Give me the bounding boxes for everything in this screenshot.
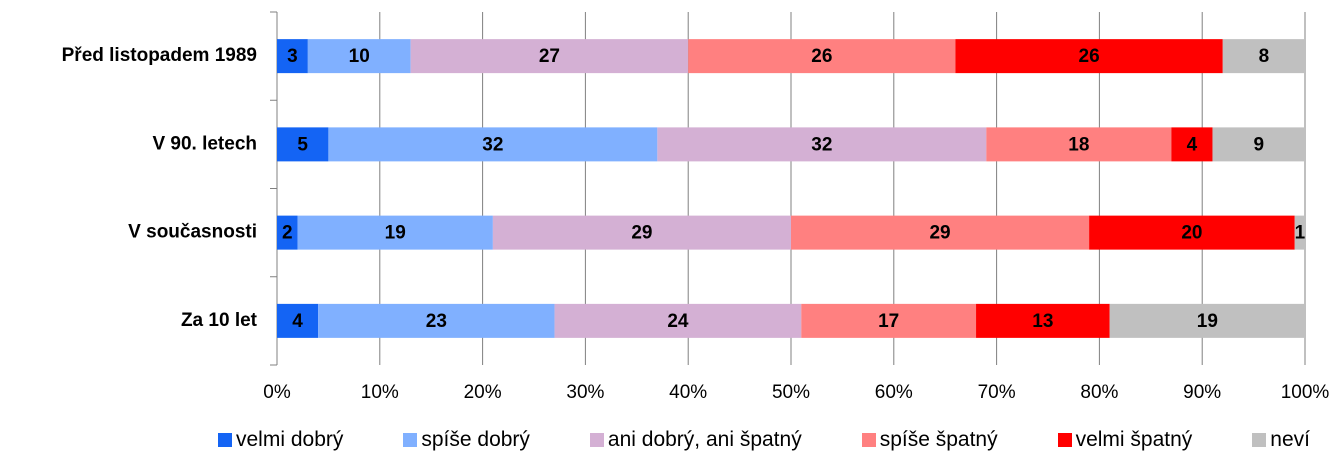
- y-tick-label: V současnosti: [128, 222, 257, 243]
- bar-segment: [986, 127, 1172, 162]
- x-tick-label: 60%: [875, 382, 913, 403]
- legend-label: ani dobrý, ani špatný: [607, 428, 802, 451]
- data-label: 4: [292, 311, 303, 332]
- legend: velmi dobrý spíše dobrý ani dobrý, ani špa…: [218, 428, 1310, 452]
- data-label: 13: [1032, 311, 1053, 332]
- data-label: 32: [811, 134, 832, 155]
- data-label: 1: [1295, 223, 1306, 244]
- x-tick-label: 100%: [1281, 382, 1330, 403]
- data-label: 4: [1187, 134, 1198, 155]
- data-label: 24: [667, 311, 689, 332]
- bar-segment: [277, 39, 308, 74]
- bar-segment: [1294, 215, 1305, 250]
- bar-segment: [297, 215, 493, 250]
- data-label: 23: [426, 311, 447, 332]
- data-label: 26: [811, 46, 832, 67]
- data-label: 32: [482, 134, 503, 155]
- x-tick-label: 30%: [566, 382, 604, 403]
- bar-segment: [328, 127, 658, 162]
- data-label: 29: [929, 223, 950, 244]
- bar-segment: [277, 127, 329, 162]
- bar-segment: [307, 39, 411, 74]
- x-tick-label: 70%: [978, 382, 1016, 403]
- y-tick-label: Za 10 let: [181, 310, 258, 331]
- y-tick-label: V 90. letech: [152, 133, 257, 154]
- bar-segment: [657, 127, 987, 162]
- bar-segment: [688, 39, 956, 74]
- legend-item: velmi dobrý: [218, 428, 343, 452]
- legend-item: neví: [1252, 428, 1310, 452]
- bar-segment: [318, 303, 555, 338]
- legend-label: velmi dobrý: [236, 428, 344, 451]
- bar-segment: [277, 215, 298, 250]
- legend-item: ani dobrý, ani špatný: [589, 428, 802, 452]
- legend-item: velmi špatný: [1057, 428, 1193, 452]
- legend-item: spíše špatný: [861, 428, 998, 452]
- data-label: 10: [349, 46, 370, 67]
- bar-segment: [801, 303, 977, 338]
- bar-segment: [791, 215, 1090, 250]
- data-label: 27: [539, 46, 560, 67]
- data-label: 29: [631, 223, 652, 244]
- y-tick-label: Před listopadem 1989: [62, 45, 257, 66]
- bar-segment: [277, 303, 319, 338]
- bar-segment: [1171, 127, 1213, 162]
- legend-swatch: [218, 433, 232, 447]
- chart: 0% 10% 20% 30% 40% 50% 60% 70% 80% 90% 100% Před li…: [62, 11, 1330, 403]
- data-label: 19: [1197, 311, 1218, 332]
- data-label: 9: [1253, 134, 1264, 155]
- bar-segment: [1089, 215, 1295, 250]
- x-tick-label: 50%: [772, 382, 810, 403]
- data-label: 17: [878, 311, 899, 332]
- legend-label: spíše špatný: [879, 428, 998, 451]
- legend-label: spíše dobrý: [421, 428, 530, 451]
- data-label: 20: [1181, 223, 1202, 244]
- legend-swatch: [1252, 433, 1267, 447]
- bar-segment: [976, 303, 1110, 338]
- legend-swatch: [1057, 433, 1072, 447]
- bar-segment: [1109, 303, 1305, 338]
- bar-segment: [492, 215, 791, 250]
- legend-swatch: [589, 433, 604, 447]
- x-tick-label: 10%: [361, 382, 399, 403]
- bar-segment: [955, 39, 1223, 74]
- data-label: 18: [1068, 134, 1089, 155]
- data-label: 3: [287, 46, 298, 67]
- bar-segment: [554, 303, 802, 338]
- legend-swatch: [861, 433, 876, 447]
- legend-item: spíše dobrý: [403, 428, 530, 452]
- data-label: 19: [385, 223, 406, 244]
- data-label: 5: [297, 134, 308, 155]
- legend-label: velmi špatný: [1075, 428, 1193, 451]
- data-label: 8: [1259, 46, 1270, 67]
- bar-segment: [410, 39, 689, 74]
- data-label: 26: [1079, 46, 1100, 67]
- bar-segment: [1222, 39, 1305, 74]
- x-tick-label: 20%: [464, 382, 502, 403]
- data-label: 2: [282, 223, 293, 244]
- x-tick-label: 90%: [1183, 382, 1221, 403]
- legend-label: neví: [1270, 428, 1310, 451]
- bar-segment: [1212, 127, 1305, 162]
- legend-swatch: [403, 433, 418, 447]
- x-tick-label: 0%: [263, 382, 291, 403]
- x-tick-label: 40%: [669, 382, 707, 403]
- x-tick-label: 80%: [1080, 382, 1118, 403]
